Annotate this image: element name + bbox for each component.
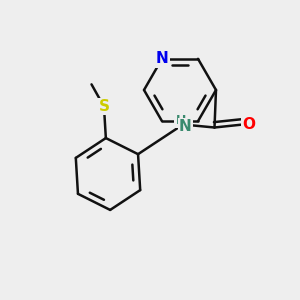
Text: O: O [242, 117, 256, 132]
Text: N: N [179, 119, 192, 134]
Text: N: N [156, 51, 168, 66]
Text: H: H [176, 114, 186, 128]
Text: S: S [98, 99, 110, 114]
